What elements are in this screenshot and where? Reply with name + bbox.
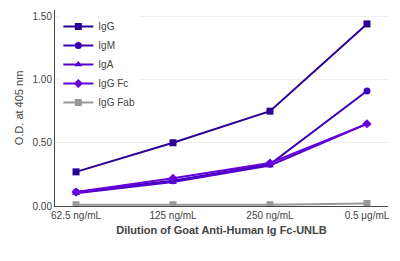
- svg-text:IgA: IgA: [98, 59, 113, 70]
- svg-text:0.5 μg/mL: 0.5 μg/mL: [345, 210, 390, 221]
- svg-text:250 ng/mL: 250 ng/mL: [246, 210, 294, 221]
- svg-text:125 ng/mL: 125 ng/mL: [149, 210, 197, 221]
- svg-text:1.00: 1.00: [33, 74, 53, 85]
- svg-text:0.00: 0.00: [33, 201, 53, 212]
- svg-text:IgM: IgM: [98, 40, 115, 51]
- svg-text:62.5 ng/mL: 62.5 ng/mL: [51, 210, 101, 221]
- svg-text:IgG Fc: IgG Fc: [98, 78, 128, 89]
- svg-text:IgG Fab: IgG Fab: [98, 97, 135, 108]
- svg-text:Dilution of Goat Anti-Human Ig: Dilution of Goat Anti-Human Ig Fc-UNLB: [116, 224, 326, 236]
- svg-text:IgG: IgG: [98, 21, 114, 32]
- svg-text:1.50: 1.50: [33, 11, 53, 22]
- svg-text:0.50: 0.50: [33, 137, 53, 148]
- svg-text:O.D. at 405 nm: O.D. at 405 nm: [13, 71, 25, 146]
